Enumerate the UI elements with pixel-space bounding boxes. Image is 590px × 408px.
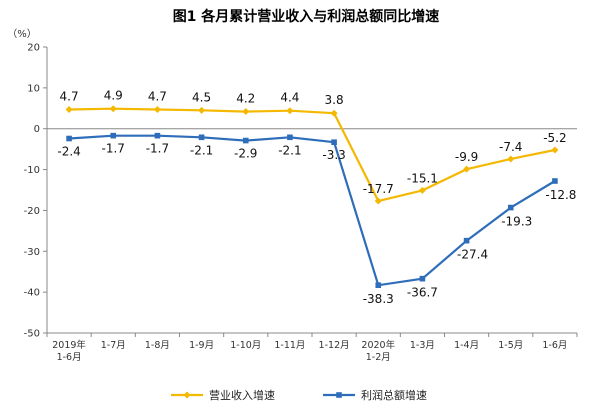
- revenue-marker: [242, 108, 250, 116]
- revenue-marker: [374, 197, 382, 205]
- data-label: -7.4: [499, 140, 522, 154]
- data-label: -19.3: [501, 215, 532, 229]
- data-label: -36.7: [407, 286, 438, 300]
- series-line-2: [69, 134, 556, 287]
- data-label: -12.8: [545, 188, 576, 202]
- profit-marker: [66, 135, 72, 142]
- data-label: -17.7: [363, 182, 394, 196]
- x-tick-label: 1-5月: [498, 340, 523, 351]
- revenue-marker: [463, 165, 471, 173]
- y-axis-unit: （%）: [7, 28, 37, 40]
- data-label: -1.7: [102, 142, 125, 156]
- revenue-marker: [109, 105, 117, 113]
- revenue-marker: [65, 106, 73, 114]
- profit-marker: [419, 275, 426, 282]
- data-label: -27.4: [457, 248, 488, 262]
- series-line-1: [69, 107, 556, 203]
- x-tick-label: 1-6月: [57, 352, 82, 363]
- y-tick-label: 10: [27, 83, 40, 94]
- data-label: -3.3: [322, 148, 345, 162]
- profit-marker: [463, 237, 470, 244]
- legend-marker: [183, 391, 191, 399]
- revenue-marker: [286, 107, 294, 115]
- data-label: 4.4: [280, 91, 299, 105]
- plot-area: [65, 105, 559, 288]
- data-label: -9.9: [455, 150, 478, 164]
- data-label: 4.7: [60, 90, 79, 104]
- x-tick-label: 1-12月: [319, 340, 350, 351]
- profit-marker: [154, 132, 161, 139]
- legend-label: 营业收入增速: [209, 388, 275, 402]
- x-tick-label: 1-6月: [542, 340, 567, 351]
- profit-marker: [287, 134, 293, 141]
- profit-marker: [331, 139, 337, 145]
- data-label: -2.1: [278, 143, 301, 157]
- data-label: 4.5: [192, 90, 211, 104]
- x-tick-label: 1-4月: [454, 340, 479, 351]
- revenue-marker: [507, 155, 515, 163]
- chart-title: 图1 各月累计营业收入与利润总额同比增速: [173, 8, 440, 25]
- x-tick-label: 2020年: [361, 339, 395, 351]
- y-tick-label: -10: [24, 165, 40, 176]
- y-tick-label: 0: [34, 124, 40, 135]
- x-tick-label: 1-3月: [410, 340, 435, 351]
- x-tick-label: 1-7月: [101, 340, 126, 351]
- y-tick-label: -30: [24, 247, 40, 258]
- revenue-marker: [418, 186, 426, 194]
- profit-marker: [552, 178, 558, 184]
- x-tick-label: 1-8月: [145, 340, 170, 351]
- legend-marker: [336, 392, 342, 398]
- profit-marker: [375, 282, 382, 288]
- x-tick-label: 2019年: [52, 339, 86, 351]
- data-label: 3.8: [325, 93, 344, 107]
- data-label: 4.2: [236, 92, 255, 106]
- data-label: -1.7: [146, 142, 169, 156]
- data-labels: 4.7 4.9 4.7 4.5 4.2 4.4 3.8 -17.7 -15.1 -9.9 -7.4 -…: [57, 89, 576, 307]
- profit-marker: [198, 134, 205, 141]
- revenue-marker: [551, 146, 559, 154]
- data-label: -2.9: [234, 147, 257, 161]
- legend-label: 利润总额增速: [361, 388, 427, 402]
- x-tick-label: 1-9月: [189, 340, 214, 351]
- data-label: 4.7: [148, 90, 167, 104]
- data-label: 4.9: [104, 89, 123, 103]
- x-tick-label: 1-11月: [274, 340, 305, 351]
- legend: 营业收入增速 利润总额增速: [171, 388, 427, 402]
- profit-marker: [507, 204, 514, 211]
- revenue-marker: [330, 109, 338, 117]
- data-label: -15.1: [407, 171, 438, 185]
- revenue-marker: [153, 106, 161, 114]
- data-label: -2.4: [57, 145, 80, 159]
- y-tick-label: -20: [24, 206, 40, 217]
- x-tick-label: 1-10月: [230, 340, 261, 351]
- x-tick-label: 1-2月: [366, 352, 391, 363]
- y-tick-label: -40: [24, 288, 40, 299]
- revenue-marker: [198, 106, 206, 114]
- y-tick-label: -50: [24, 329, 40, 340]
- data-label: -38.3: [363, 292, 394, 306]
- data-label: -5.2: [543, 131, 566, 145]
- profit-marker: [110, 132, 117, 139]
- profit-marker: [242, 137, 249, 144]
- data-label: -2.1: [190, 143, 213, 157]
- y-axis: 20 10 0 -10 -20 -30 -40 -50: [24, 43, 48, 340]
- y-tick-label: 20: [27, 43, 40, 54]
